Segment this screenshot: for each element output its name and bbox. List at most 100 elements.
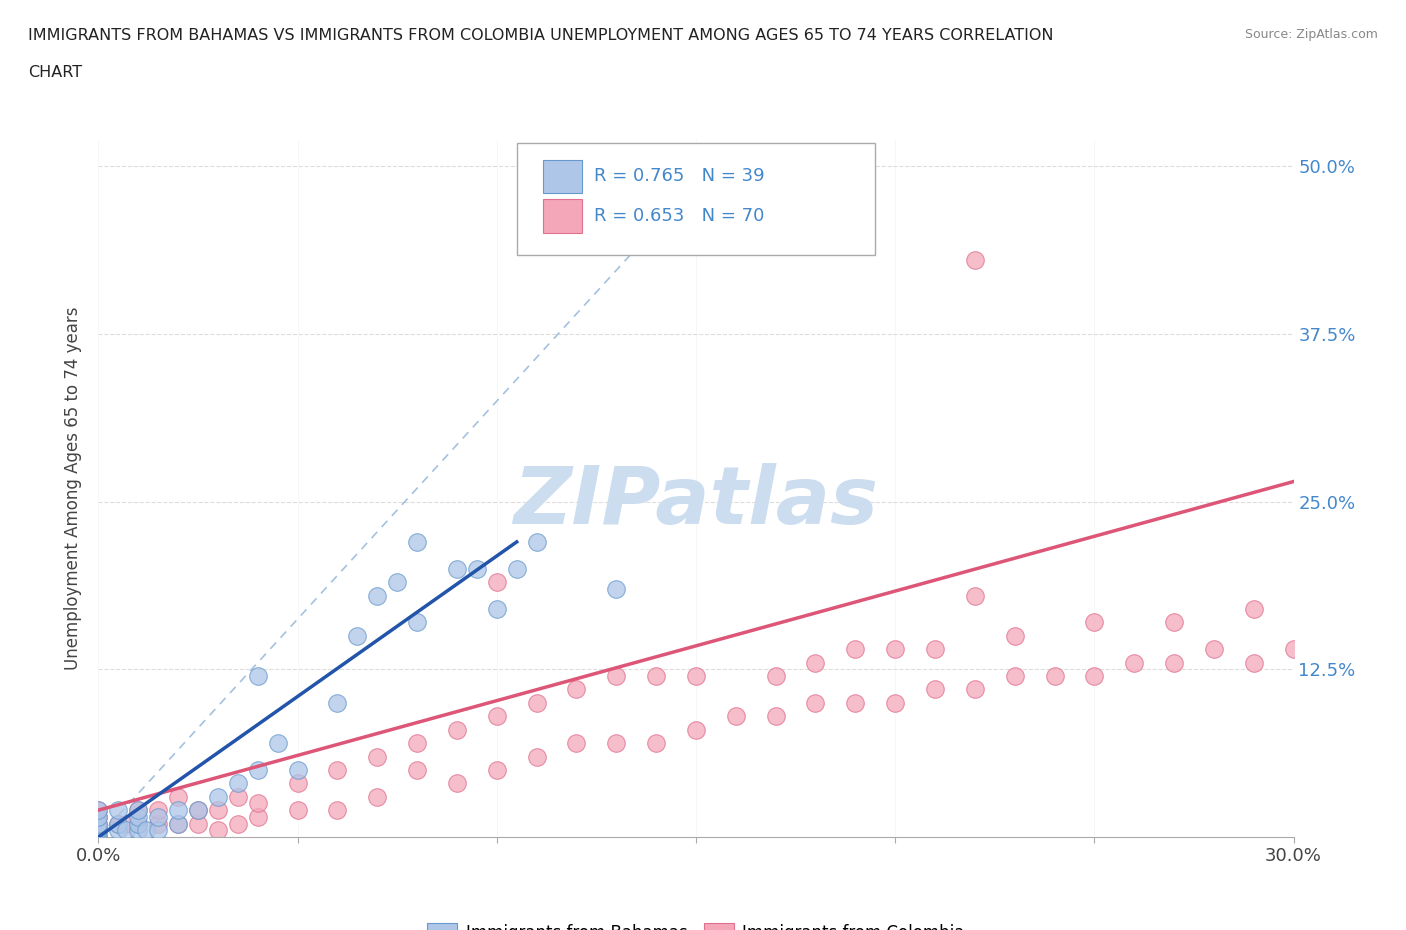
- Point: [605, 669, 627, 684]
- Point: [884, 642, 907, 657]
- Point: [406, 763, 429, 777]
- Point: [685, 669, 707, 684]
- Point: [167, 803, 190, 817]
- Point: [406, 736, 429, 751]
- Point: [127, 803, 149, 817]
- Point: [346, 629, 368, 644]
- Point: [963, 588, 986, 603]
- Point: [87, 826, 110, 841]
- Point: [565, 682, 588, 697]
- Point: [446, 776, 468, 790]
- Point: [326, 763, 349, 777]
- Point: [406, 615, 429, 630]
- Point: [135, 823, 157, 838]
- Point: [1163, 656, 1185, 671]
- Point: [1123, 656, 1146, 671]
- Point: [506, 562, 529, 577]
- Point: [446, 723, 468, 737]
- FancyBboxPatch shape: [517, 143, 875, 255]
- Point: [605, 581, 627, 596]
- Point: [385, 575, 409, 590]
- Point: [107, 803, 129, 817]
- Point: [685, 723, 707, 737]
- Point: [207, 790, 229, 804]
- Point: [207, 823, 229, 838]
- Point: [187, 817, 209, 831]
- Point: [107, 817, 129, 831]
- Legend: Immigrants from Bahamas, Immigrants from Colombia: Immigrants from Bahamas, Immigrants from…: [419, 915, 973, 930]
- Point: [226, 790, 249, 804]
- Point: [148, 803, 170, 817]
- Point: [167, 817, 190, 831]
- Point: [115, 823, 138, 838]
- Y-axis label: Unemployment Among Ages 65 to 74 years: Unemployment Among Ages 65 to 74 years: [65, 307, 83, 670]
- Point: [107, 823, 129, 838]
- Point: [963, 682, 986, 697]
- Point: [127, 803, 149, 817]
- Text: Source: ZipAtlas.com: Source: ZipAtlas.com: [1244, 28, 1378, 41]
- Point: [87, 803, 110, 817]
- Point: [924, 682, 946, 697]
- Point: [127, 823, 149, 838]
- Point: [1004, 629, 1026, 644]
- Point: [326, 803, 349, 817]
- Point: [485, 602, 508, 617]
- Point: [87, 823, 110, 838]
- Point: [765, 709, 787, 724]
- Point: [844, 642, 866, 657]
- Point: [87, 803, 110, 817]
- Point: [1202, 642, 1225, 657]
- Point: [465, 562, 488, 577]
- Point: [526, 696, 548, 711]
- Point: [804, 656, 827, 671]
- Point: [1282, 642, 1305, 657]
- Point: [226, 817, 249, 831]
- Point: [287, 763, 309, 777]
- Point: [485, 575, 508, 590]
- Point: [87, 809, 110, 824]
- Point: [366, 790, 388, 804]
- Point: [924, 642, 946, 657]
- Text: R = 0.765   N = 39: R = 0.765 N = 39: [595, 167, 765, 185]
- Point: [565, 736, 588, 751]
- Point: [148, 823, 170, 838]
- Point: [485, 763, 508, 777]
- Point: [326, 696, 349, 711]
- Point: [148, 817, 170, 831]
- Point: [246, 809, 269, 824]
- Point: [87, 817, 110, 831]
- Point: [526, 535, 548, 550]
- Point: [804, 696, 827, 711]
- Point: [366, 588, 388, 603]
- Point: [1243, 656, 1265, 671]
- Point: [187, 803, 209, 817]
- Point: [287, 803, 309, 817]
- FancyBboxPatch shape: [543, 200, 582, 233]
- Point: [115, 817, 138, 831]
- FancyBboxPatch shape: [543, 160, 582, 193]
- Point: [844, 696, 866, 711]
- Point: [87, 830, 110, 844]
- Point: [246, 669, 269, 684]
- Point: [107, 817, 129, 831]
- Point: [645, 736, 668, 751]
- Point: [526, 749, 548, 764]
- Text: ZIPatlas: ZIPatlas: [513, 463, 879, 541]
- Point: [1043, 669, 1066, 684]
- Point: [1083, 615, 1105, 630]
- Text: R = 0.653   N = 70: R = 0.653 N = 70: [595, 207, 765, 225]
- Text: CHART: CHART: [28, 65, 82, 80]
- Point: [1163, 615, 1185, 630]
- Point: [127, 809, 149, 824]
- Point: [127, 817, 149, 831]
- Point: [366, 749, 388, 764]
- Point: [1004, 669, 1026, 684]
- Point: [87, 820, 110, 835]
- Point: [187, 803, 209, 817]
- Point: [446, 562, 468, 577]
- Point: [485, 709, 508, 724]
- Point: [765, 669, 787, 684]
- Point: [884, 696, 907, 711]
- Point: [724, 709, 747, 724]
- Point: [1083, 669, 1105, 684]
